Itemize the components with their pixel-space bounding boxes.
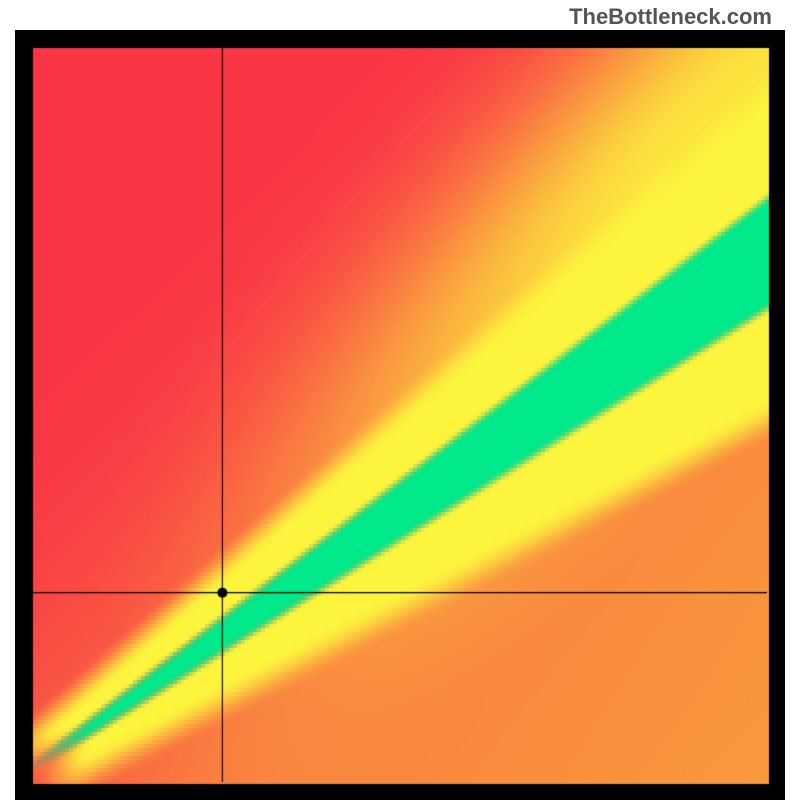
bottleneck-heatmap	[15, 30, 785, 800]
page-title: TheBottleneck.com	[569, 4, 772, 30]
